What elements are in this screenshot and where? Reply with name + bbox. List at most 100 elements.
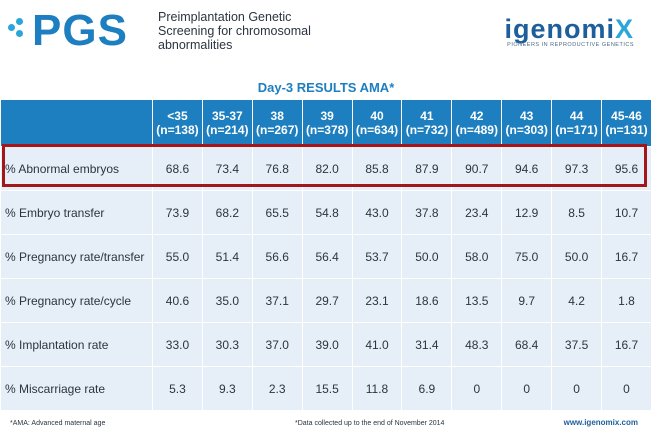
table-cell: 56.6: [251, 234, 303, 279]
table-cell: 37.1: [251, 278, 303, 323]
table-cell: 82.0: [301, 146, 353, 191]
table-cell: 16.7: [601, 322, 652, 367]
table-cell: 76.8: [251, 146, 303, 191]
table-cell: 50.0: [401, 234, 453, 279]
table-cell: 12.9: [501, 190, 553, 235]
header-subtitle: Preimplantation Genetic Screening for ch…: [158, 10, 388, 52]
table-cell: 53.7: [351, 234, 403, 279]
column-header: 40 (n=634): [351, 99, 403, 147]
subtitle-line: Preimplantation Genetic: [158, 10, 292, 24]
table-cell: 39.0: [301, 322, 353, 367]
row-label: % Implantation rate: [0, 322, 153, 367]
column-header: 44 (n=171): [551, 99, 603, 147]
table-cell: 56.4: [301, 234, 353, 279]
table-cell: 58.0: [451, 234, 503, 279]
igenomix-logo: igenomiX PIONEERS IN REPRODUCTIVE GENETI…: [504, 14, 634, 48]
table-row: % Embryo transfer 73.9 68.2 65.5 54.8 43.0 37.…: [0, 190, 652, 235]
table-cell: 40.6: [152, 278, 203, 323]
table-cell: 1.8: [601, 278, 652, 323]
pgs-logo-text: PGS: [32, 6, 128, 55]
header: PGS Preimplantation Genetic Screening fo…: [0, 0, 652, 80]
table-cell: 0: [551, 366, 603, 411]
table-cell: 68.6: [152, 146, 203, 191]
table-cell: 30.3: [201, 322, 253, 367]
table-cell: 87.9: [401, 146, 453, 191]
table-cell: 73.9: [152, 190, 203, 235]
table-cell: 6.9: [401, 366, 453, 411]
brand-tagline: PIONEERS IN REPRODUCTIVE GENETICS: [507, 42, 634, 48]
table-row: % Implantation rate 33.0 30.3 37.0 39.0 41.0 3…: [0, 322, 652, 367]
brand-x-icon: X: [614, 14, 634, 44]
table-cell: 97.3: [551, 146, 603, 191]
table-cell: 90.7: [451, 146, 503, 191]
row-label: % Abnormal embryos: [0, 146, 153, 191]
table-cell: 9.7: [501, 278, 553, 323]
brand-name: igenomiX: [504, 14, 634, 44]
table-cell: 43.0: [351, 190, 403, 235]
results-table: <35 (n=138) 35-37 (n=214) 38 (n=267) 39 (n=3…: [0, 99, 652, 411]
table-cell: 2.3: [251, 366, 303, 411]
table-cell: 8.5: [551, 190, 603, 235]
ama-footnote: *AMA: Advanced maternal age: [10, 420, 106, 427]
website-link[interactable]: www.igenomix.com: [563, 418, 638, 427]
table-cell: 48.3: [451, 322, 503, 367]
table-cell: 13.5: [451, 278, 503, 323]
footer: *AMA: Advanced maternal age *Data collec…: [0, 418, 652, 431]
row-label: % Pregnancy rate/transfer: [0, 234, 153, 279]
table-cell: 37.0: [251, 322, 303, 367]
table-cell: 0: [451, 366, 503, 411]
table-cell: 35.0: [201, 278, 253, 323]
table-row: % Miscarriage rate 5.3 9.3 2.3 15.5 11.8 6.9 0 0…: [0, 366, 652, 411]
row-label: % Pregnancy rate/cycle: [0, 278, 153, 323]
table-cell: 73.4: [201, 146, 253, 191]
column-header: 41 (n=732): [401, 99, 453, 147]
table-cell: 31.4: [401, 322, 453, 367]
results-title: Day-3 RESULTS AMA*: [257, 80, 395, 95]
table-header-row: <35 (n=138) 35-37 (n=214) 38 (n=267) 39 (n=3…: [0, 99, 652, 147]
table-cell: 85.8: [351, 146, 403, 191]
table-cell: 50.0: [551, 234, 603, 279]
table-cell: 37.8: [401, 190, 453, 235]
table-cell: 23.4: [451, 190, 503, 235]
table-row: % Pregnancy rate/transfer 55.0 51.4 56.6 56.…: [0, 234, 652, 279]
table-cell: 68.2: [201, 190, 253, 235]
table-cell: 51.4: [201, 234, 253, 279]
table-cell: 95.6: [601, 146, 652, 191]
column-header: 35-37 (n=214): [201, 99, 253, 147]
table-row: % Abnormal embryos 68.6 73.4 76.8 82.0 85.8 87…: [0, 146, 652, 191]
column-header: 38 (n=267): [251, 99, 303, 147]
table-cell: 29.7: [301, 278, 353, 323]
table-cell: 9.3: [201, 366, 253, 411]
table-cell: 68.4: [501, 322, 553, 367]
table-cell: 94.6: [501, 146, 553, 191]
table-cell: 37.5: [551, 322, 603, 367]
column-header: 45-46 (n=131): [601, 99, 652, 147]
table-cell: 0: [501, 366, 553, 411]
table-cell: 54.8: [301, 190, 353, 235]
table-cell: 11.8: [351, 366, 403, 411]
header-corner-cell: [0, 99, 153, 147]
column-header: 42 (n=489): [451, 99, 503, 147]
table-cell: 16.7: [601, 234, 652, 279]
table-cell: 0: [601, 366, 652, 411]
subtitle-line: abnormalities: [158, 38, 233, 52]
table-cell: 10.7: [601, 190, 652, 235]
row-label: % Miscarriage rate: [0, 366, 153, 411]
column-header: 39 (n=378): [301, 99, 353, 147]
column-header: 43 (n=303): [501, 99, 553, 147]
table-cell: 5.3: [152, 366, 203, 411]
table-cell: 65.5: [251, 190, 303, 235]
table-cell: 75.0: [501, 234, 553, 279]
table-row: % Pregnancy rate/cycle 40.6 35.0 37.1 29.7 23…: [0, 278, 652, 323]
pgs-logo-dots-icon: [8, 18, 26, 52]
table-cell: 4.2: [551, 278, 603, 323]
column-header: <35 (n=138): [152, 99, 203, 147]
table-cell: 15.5: [301, 366, 353, 411]
table-cell: 41.0: [351, 322, 403, 367]
table-cell: 33.0: [152, 322, 203, 367]
subtitle-line: Screening for chromosomal: [158, 24, 311, 38]
table-cell: 55.0: [152, 234, 203, 279]
row-label: % Embryo transfer: [0, 190, 153, 235]
data-footnote: *Data collected up to the end of Novembe…: [295, 420, 445, 427]
table-cell: 23.1: [351, 278, 403, 323]
